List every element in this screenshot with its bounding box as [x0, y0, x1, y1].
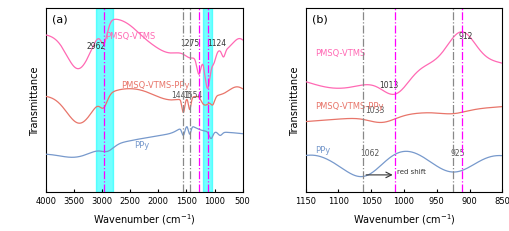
- Text: 1124: 1124: [207, 39, 226, 48]
- Text: PMSQ-VTMS: PMSQ-VTMS: [315, 49, 365, 58]
- Text: 925: 925: [449, 148, 464, 157]
- X-axis label: Wavenumber (cm$^{-1}$): Wavenumber (cm$^{-1}$): [93, 211, 195, 226]
- Text: 1554: 1554: [183, 91, 202, 100]
- Text: 1275: 1275: [180, 39, 199, 48]
- Bar: [203, 9, 211, 192]
- Text: 1033: 1033: [364, 105, 384, 114]
- Bar: [96, 9, 113, 192]
- Text: (b): (b): [311, 15, 327, 25]
- Text: PMSQ-VTMS-PPy: PMSQ-VTMS-PPy: [121, 80, 189, 89]
- Text: PPy: PPy: [133, 140, 149, 149]
- Text: 1441: 1441: [171, 91, 190, 100]
- X-axis label: Wavenumber (cm$^{-1}$): Wavenumber (cm$^{-1}$): [352, 211, 455, 226]
- Text: 1013: 1013: [379, 80, 398, 89]
- Text: 2962: 2962: [87, 42, 106, 51]
- Text: (a): (a): [52, 15, 67, 25]
- Text: PMSQ-VTMS-PPy: PMSQ-VTMS-PPy: [315, 102, 383, 111]
- Y-axis label: Transmittance: Transmittance: [30, 66, 40, 135]
- Y-axis label: Transmittance: Transmittance: [290, 66, 299, 135]
- Text: 912: 912: [458, 32, 472, 41]
- Text: PPy: PPy: [315, 145, 330, 154]
- Text: 1062: 1062: [360, 148, 379, 157]
- Text: PMSQ-VTMS: PMSQ-VTMS: [105, 32, 155, 41]
- Text: red shift: red shift: [397, 168, 426, 174]
